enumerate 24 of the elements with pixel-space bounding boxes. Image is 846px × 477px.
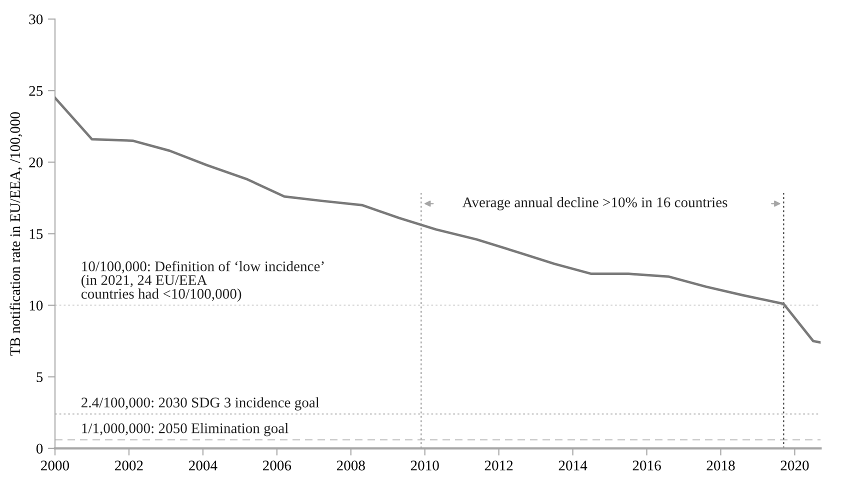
x-tick-label: 2014	[558, 460, 588, 470]
x-tick-label: 2002	[115, 460, 143, 470]
annotation: Average annual decline >10% in 16 countries	[462, 197, 728, 210]
y-tick-label: 30	[29, 14, 43, 24]
y-axis-title: TB notification rate in EU/EEA, /100,000	[10, 112, 22, 356]
ref-line-label: 2.4/100,000: 2030 SDG 3 incidence goal	[82, 397, 320, 410]
y-tick-label: 25	[29, 86, 43, 96]
ref-line-label: 1/1,000,000: 2050 Elimination goal	[82, 422, 288, 436]
y-tick-label: 0	[36, 444, 43, 454]
x-tick-label: 2020	[780, 460, 809, 470]
x-tick-label: 2012	[484, 460, 513, 470]
x-tick-label: 2016	[632, 460, 661, 470]
line-series	[54, 96, 821, 344]
y-tick-label: 15	[30, 229, 43, 239]
x-tick-label: 2004	[188, 460, 218, 470]
ref-line-label: 10/100,000: Definition of ‘low incidence’ (in 2021, 24 EU/EEA countries had <10/100,000)	[81, 260, 324, 302]
y-tick-label: 20	[29, 158, 43, 168]
y-tick-label: 5	[36, 372, 43, 382]
x-tick-label: 2000	[41, 460, 70, 470]
x-tick-label: 2010	[410, 460, 439, 470]
y-tick-label: 10	[30, 300, 43, 310]
x-tick-label: 2008	[336, 460, 365, 470]
x-tick-label: 2018	[706, 460, 735, 470]
x-tick-label: 2006	[262, 460, 292, 470]
